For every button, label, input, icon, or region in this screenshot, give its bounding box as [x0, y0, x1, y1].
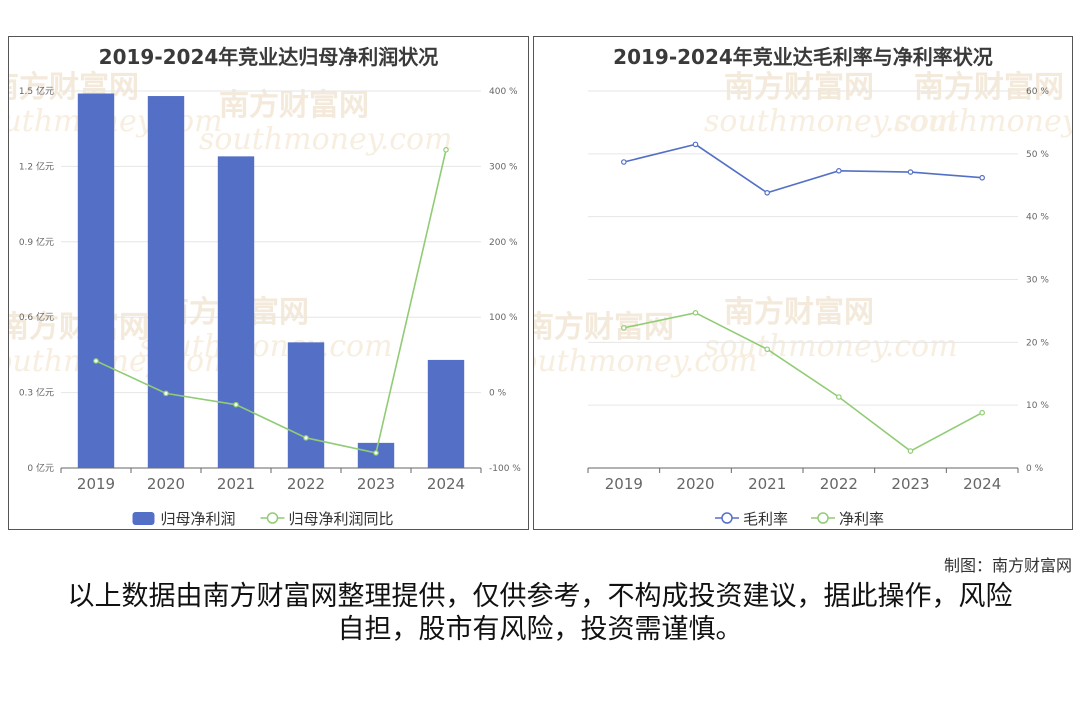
watermark-text: southmoney.com — [9, 344, 233, 379]
x-axis-tick-label: 2019 — [605, 475, 643, 493]
x-axis-tick-label: 2023 — [891, 475, 929, 493]
x-axis-tick-label: 2021 — [748, 475, 786, 493]
watermark-text: 南方财富网 — [914, 70, 1064, 105]
watermark-text: southmoney.com — [894, 104, 1073, 139]
watermark-text: southmoney.com — [199, 122, 453, 157]
right-axis-tick-label: 50 % — [1026, 150, 1049, 160]
data-point-2023 — [373, 450, 379, 456]
bar-2021 — [217, 156, 255, 468]
legend-swatch — [266, 512, 279, 524]
x-axis-tick-label: 2019 — [77, 475, 115, 493]
right-axis-tick-label: 0 % — [489, 389, 507, 399]
data-point-2022 — [836, 394, 842, 400]
right-axis-tick-label: 200 % — [489, 238, 518, 248]
data-point-2024 — [443, 147, 449, 153]
series-line-净利率 — [623, 311, 983, 452]
series-line-毛利率 — [623, 143, 983, 194]
left-axis-tick-label: 1.5 亿元 — [19, 85, 54, 97]
data-point-2020 — [692, 310, 699, 316]
net-profit-chart: 南方财富网southmoney.com南方财富网southmoney.com南方… — [9, 70, 521, 528]
x-axis-tick-label: 2022 — [820, 475, 858, 493]
series-line-归母净利润同比 — [95, 149, 447, 454]
watermark-text: southmoney.com — [704, 104, 958, 139]
watermark-text: 南方财富网 — [724, 70, 874, 105]
watermark-text: 南方财富网 — [219, 88, 369, 123]
legend-swatch — [132, 512, 155, 525]
bar-2019 — [77, 93, 115, 468]
legend-swatch — [721, 512, 733, 524]
data-point-2020 — [163, 390, 169, 397]
legend-label: 归母净利润 — [161, 510, 236, 528]
data-point-2024 — [979, 174, 985, 181]
chart-credit: 制图：南方财富网 — [943, 556, 1072, 575]
x-axis-tick-label: 2021 — [217, 475, 255, 493]
data-point-2019 — [93, 358, 99, 364]
left-axis-tick-label: 0.9 亿元 — [19, 236, 54, 248]
legend-swatch — [817, 512, 829, 524]
legend-label: 归母净利润同比 — [289, 510, 394, 528]
watermark-text: 南方财富网 — [9, 70, 139, 105]
right-axis-tick-label: 60 % — [1026, 87, 1049, 97]
bar-2024 — [427, 359, 465, 468]
data-point-2023 — [907, 448, 914, 454]
legend-label: 净利率 — [839, 510, 884, 528]
x-axis-tick-label: 2023 — [357, 475, 395, 493]
x-axis-tick-label: 2020 — [676, 475, 714, 493]
left-axis-tick-label: 0 亿元 — [27, 462, 54, 474]
chart-title: 2019-2024年竞业达归母净利润状况 — [98, 45, 439, 69]
disclaimer-text: 以上数据由南方财富网整理提供，仅供参考，不构成投资建议，据此操作，风险自担，股市… — [67, 581, 1013, 645]
data-point-2021 — [764, 346, 770, 353]
x-axis-tick-label: 2024 — [427, 475, 465, 493]
right-axis-tick-label: 100 % — [489, 313, 518, 323]
bar-2022 — [287, 342, 325, 468]
data-point-2022 — [836, 167, 842, 174]
left-axis-tick-label: 1.2 亿元 — [19, 160, 54, 172]
left-axis-tick-label: 0.6 亿元 — [19, 311, 54, 323]
x-axis-tick-label: 2020 — [147, 475, 185, 493]
legend-label: 毛利率 — [743, 510, 788, 528]
data-point-2019 — [621, 325, 627, 331]
right-axis-tick-label: -100 % — [489, 464, 521, 474]
watermark-text: 南方财富网 — [724, 295, 874, 330]
right-axis-tick-label: 300 % — [489, 162, 518, 172]
right-axis-tick-label: 10 % — [1026, 401, 1049, 411]
right-axis-tick-label: 0 % — [1026, 464, 1044, 474]
watermark-text: 南方财富网 — [534, 310, 674, 345]
watermark-text: southmoney.com — [9, 104, 223, 139]
data-point-2021 — [764, 189, 770, 196]
right-axis-tick-label: 400 % — [489, 87, 518, 97]
data-point-2020 — [692, 141, 699, 148]
bar-2020 — [147, 96, 185, 468]
data-point-2019 — [621, 159, 627, 165]
chart-panel-net-profit: 2019-2024年竞业达归母净利润状况 南方财富网southmoney.com… — [8, 36, 529, 530]
x-axis-tick-label: 2024 — [963, 475, 1001, 493]
right-axis-tick-label: 20 % — [1026, 338, 1049, 348]
chart-panel-margins: 2019-2024年竞业达毛利率与净利率状况 南方财富网 southmoney.c… — [533, 36, 1073, 530]
right-axis-tick-label: 40 % — [1026, 213, 1049, 223]
chart-title: 2019-2024年竞业达毛利率与净利率状况 — [613, 45, 993, 69]
data-point-2022 — [303, 435, 309, 441]
x-axis-tick-label: 2022 — [287, 475, 325, 493]
right-axis-tick-label: 30 % — [1026, 276, 1049, 286]
data-point-2024 — [979, 409, 985, 416]
watermark-text: southmoney.com — [534, 344, 758, 379]
left-axis-tick-label: 0.3 亿元 — [19, 387, 54, 399]
data-point-2021 — [233, 401, 239, 408]
watermark-text: southmoney.com — [704, 329, 958, 364]
margin-chart: 南方财富网southmoney.com南方财富网southmoney.com南方… — [534, 70, 1073, 528]
data-point-2023 — [907, 169, 914, 175]
